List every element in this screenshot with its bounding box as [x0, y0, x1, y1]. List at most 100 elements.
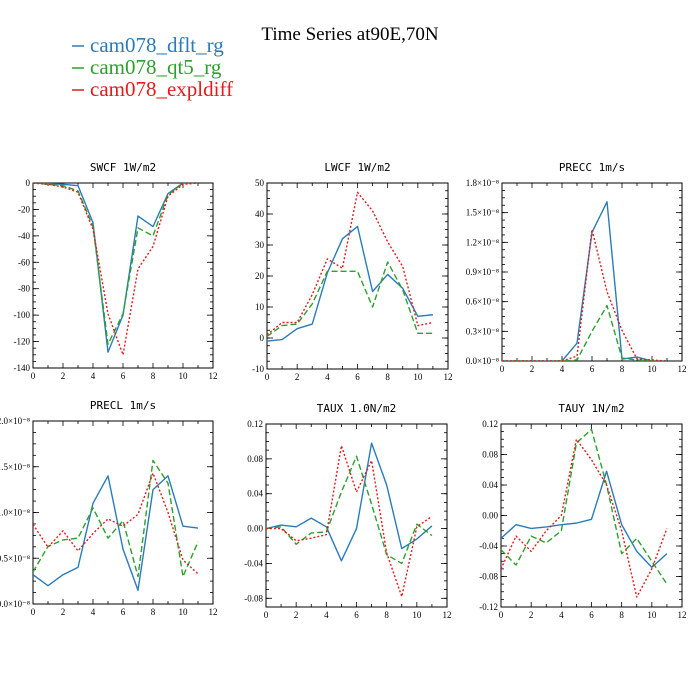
- y-tick-label: 0.12: [247, 419, 263, 429]
- y-tick-label: 0.0×10⁻⁸: [466, 356, 499, 366]
- chart-panel: TAUX 1.0N/m2 0 2 4 6 8 10 12 -0.08 -0.04 0.00 0.04 0…: [244, 402, 451, 620]
- chart-panel: SWCF 1W/m2 0 2 4 6 8 10 12 0 -20 -40 -60 -80 -100 -120…: [14, 161, 218, 381]
- series-line-cam078-expldiff: [33, 472, 199, 575]
- x-tick-label: 8: [384, 610, 389, 620]
- x-tick-label: 6: [590, 364, 595, 374]
- y-tick-label: 10: [255, 302, 265, 312]
- y-tick-label: 2.0×10⁻⁸: [0, 416, 30, 426]
- chart-title: TAUY 1N/m2: [558, 402, 624, 415]
- y-tick-label: -20: [18, 204, 30, 214]
- x-tick-label: 10: [648, 364, 658, 374]
- series-line-cam078-qt5-rg: [501, 428, 668, 585]
- x-tick-label: 4: [91, 371, 96, 381]
- chart-panel: TAUY 1N/m2 0 2 4 6 8 10 12 -0.12 -0.08 -0.04 0.00 0.…: [479, 402, 686, 620]
- plot-frame: [501, 182, 683, 362]
- x-tick-label: 6: [121, 607, 126, 617]
- plot-frame: [265, 423, 448, 608]
- x-tick-label: 6: [355, 372, 360, 382]
- x-tick-label: 0: [31, 371, 36, 381]
- series-line-cam078-dflt-rg: [33, 183, 198, 353]
- chart-title: SWCF 1W/m2: [90, 161, 156, 174]
- x-tick-label: 8: [619, 610, 624, 620]
- y-tick-label: 0.08: [247, 454, 263, 464]
- chart-title: TAUX 1.0N/m2: [317, 402, 396, 415]
- series-line-cam078-dflt-rg: [501, 470, 668, 569]
- y-tick-label: 20: [255, 271, 265, 281]
- x-tick-label: 10: [647, 610, 657, 620]
- x-tick-label: 12: [209, 371, 218, 381]
- x-tick-label: 0: [264, 610, 269, 620]
- y-tick-label: -10: [252, 364, 264, 374]
- y-tick-label: -0.12: [479, 602, 498, 612]
- series-line-cam078-expldiff: [266, 445, 433, 598]
- x-tick-label: 4: [324, 610, 329, 620]
- y-tick-label: 0: [260, 333, 265, 343]
- series-line-cam078-expldiff: [502, 228, 668, 361]
- chart-title: LWCF 1W/m2: [324, 161, 390, 174]
- y-tick-label: 1.5×10⁻⁸: [0, 462, 30, 472]
- chart-title: PRECC 1m/s: [559, 161, 625, 174]
- series-line-cam078-qt5-rg: [33, 459, 199, 578]
- plot-frame: [500, 423, 683, 608]
- y-tick-label: -0.08: [244, 593, 263, 603]
- x-tick-label: 6: [121, 371, 126, 381]
- legend-label: cam078_dflt_rg: [90, 33, 224, 57]
- series-group: [33, 183, 199, 356]
- series-group: [501, 428, 668, 598]
- plot-frame: [32, 182, 214, 369]
- x-tick-label: 0: [265, 372, 270, 382]
- x-tick-label: 8: [151, 607, 156, 617]
- x-tick-label: 10: [179, 607, 189, 617]
- y-tick-label: 1.8×10⁻⁸: [466, 178, 499, 188]
- y-tick-label: 0.0×10⁻⁸: [0, 599, 30, 609]
- x-tick-label: 8: [151, 371, 156, 381]
- x-tick-label: 4: [91, 607, 96, 617]
- y-tick-label: 0.00: [482, 511, 498, 521]
- x-tick-label: 4: [560, 364, 565, 374]
- y-tick-label: 0: [26, 178, 31, 188]
- y-tick-label: -60: [18, 257, 30, 267]
- series-line-cam078-expldiff: [33, 183, 199, 356]
- y-tick-label: -140: [14, 363, 31, 373]
- series-group: [33, 459, 199, 591]
- x-tick-label: 10: [179, 371, 189, 381]
- x-tick-label: 2: [295, 372, 300, 382]
- y-tick-label: 0.04: [482, 480, 498, 490]
- x-tick-label: 12: [443, 610, 452, 620]
- y-tick-label: 0.9×10⁻⁸: [466, 267, 499, 277]
- x-tick-label: 0: [31, 607, 36, 617]
- y-tick-label: 30: [255, 240, 265, 250]
- x-tick-label: 4: [559, 610, 564, 620]
- y-tick-label: -0.04: [244, 558, 263, 568]
- y-tick-label: 1.5×10⁻⁸: [466, 208, 499, 218]
- y-tick-label: 0.5×10⁻⁸: [0, 553, 30, 563]
- y-tick-label: 1.0×10⁻⁸: [0, 508, 30, 518]
- x-tick-label: 0: [499, 610, 504, 620]
- series-line-cam078-qt5-rg: [502, 304, 667, 361]
- y-tick-label: -0.08: [479, 572, 498, 582]
- chart-panel: PRECL 1m/s 0 2 4 6 8 10 12 0.0×10⁻⁸ 0.5×10⁻⁸ 1.0×1…: [0, 399, 218, 617]
- chart-title: PRECL 1m/s: [90, 399, 156, 412]
- x-tick-label: 2: [530, 364, 535, 374]
- panels: SWCF 1W/m20 2 4 6 8 10 120-20-40-60-80-100-120…: [0, 161, 687, 620]
- series-line-cam078-dflt-rg: [267, 225, 433, 342]
- x-tick-label: 2: [61, 371, 66, 381]
- legend: cam078_dflt_rgcam078_qt5_rgcam078_expldi…: [72, 33, 233, 101]
- series-line-cam078-expldiff: [501, 438, 668, 598]
- x-tick-label: 12: [209, 607, 218, 617]
- x-tick-label: 10: [412, 610, 422, 620]
- y-tick-label: -100: [14, 310, 31, 320]
- x-tick-label: 2: [529, 610, 534, 620]
- series-line-cam078-qt5-rg: [266, 455, 433, 565]
- figure-title: Time Series at90E,70N: [261, 24, 438, 45]
- x-tick-label: 10: [413, 372, 423, 382]
- chart-panel: PRECC 1m/s 0 2 4 6 8 10 12 0.0×10⁻⁸ 0.3×10⁻⁸ 0.6×1…: [466, 161, 687, 374]
- y-tick-label: -40: [18, 231, 30, 241]
- x-tick-label: 2: [294, 610, 299, 620]
- legend-label: cam078_expldiff: [90, 77, 233, 101]
- x-tick-label: 12: [444, 372, 453, 382]
- x-tick-label: 8: [620, 364, 625, 374]
- series-group: [267, 191, 434, 342]
- y-tick-label: 0.3×10⁻⁸: [466, 326, 499, 336]
